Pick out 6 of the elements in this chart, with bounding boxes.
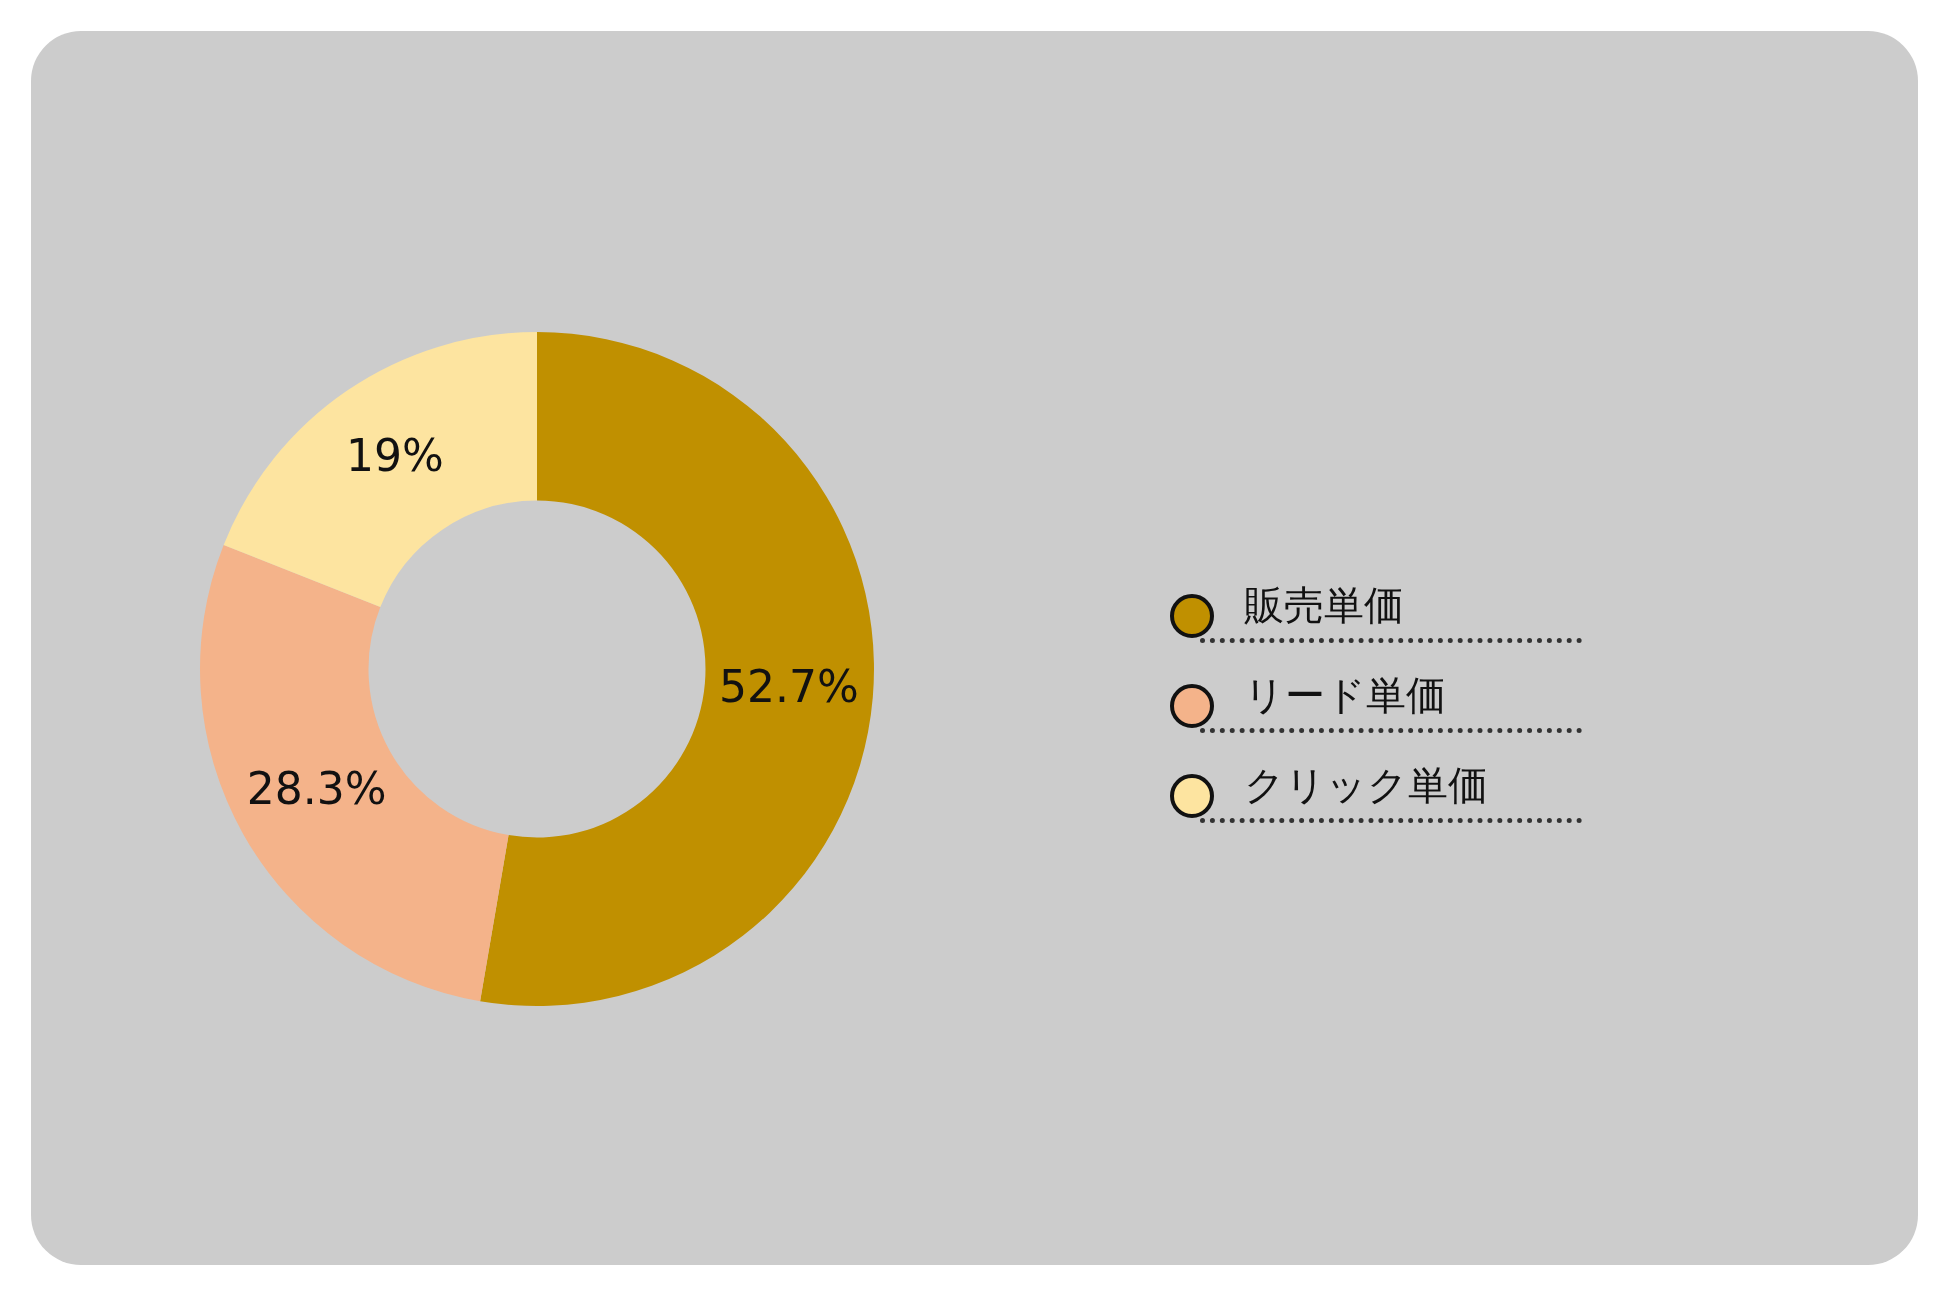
legend-label: リード単価 [1244,671,1446,720]
legend-label: クリック単価 [1244,761,1488,810]
data-label: 28.3% [246,763,387,815]
data-label: 19% [346,430,444,482]
legend-label: 販売単価 [1244,581,1404,630]
data-label: 52.7% [718,660,859,712]
